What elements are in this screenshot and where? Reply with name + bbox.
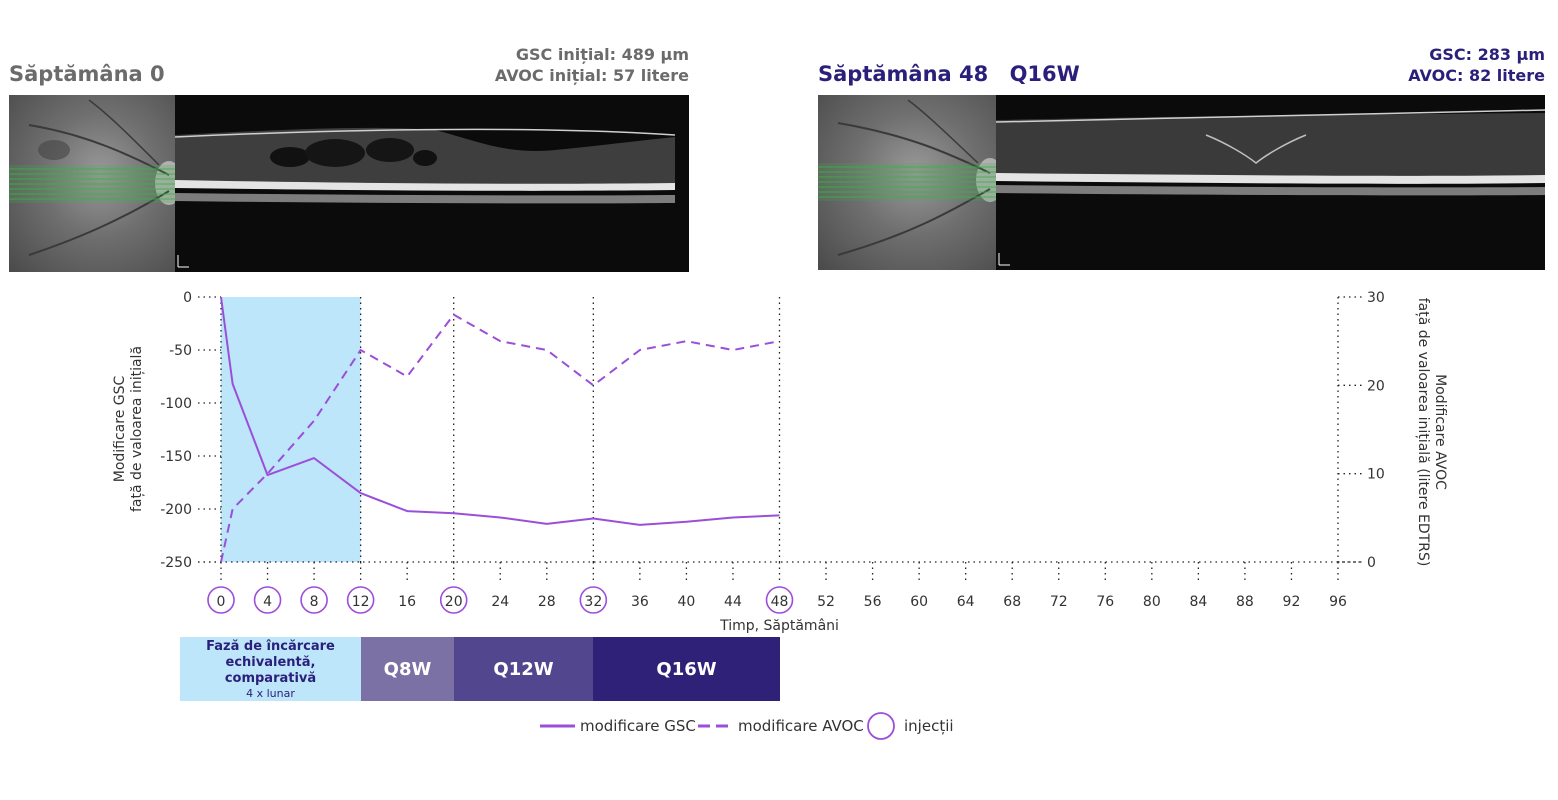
bscan-image xyxy=(996,95,1545,270)
left-panel-stats: GSC inițial: 489 µm AVOC inițial: 57 lit… xyxy=(495,44,689,86)
series-avoc-line xyxy=(220,313,780,563)
y-right-tick-label: 30 xyxy=(1367,290,1385,306)
injection-marker xyxy=(579,586,608,614)
x-tick-label: 28 xyxy=(538,594,556,610)
left-stat-gsc: GSC inițial: 489 µm xyxy=(515,45,689,64)
phase-loading-sub: 4 x lunar xyxy=(246,686,295,700)
y-left-tick-label: -200 xyxy=(160,502,192,518)
y-right-tick-label: 20 xyxy=(1367,378,1385,394)
loading-phase-region xyxy=(221,297,361,562)
x-tick-label: 84 xyxy=(1189,594,1207,610)
x-tick-label: 72 xyxy=(1050,594,1068,610)
legend-avoc-label: modificare AVOC xyxy=(738,717,864,735)
x-tick-label: 32 xyxy=(584,594,602,610)
phase-q8w: Q8W xyxy=(361,637,454,701)
y-right-axis-label-line: față de valoarea inițială (litere EDTRS) xyxy=(1415,298,1431,567)
x-tick-label: 52 xyxy=(817,594,835,610)
phase-loading: Fază de încărcare echivalentă, comparati… xyxy=(180,637,361,701)
x-tick-label: 4 xyxy=(263,594,272,610)
right-panel-title: Săptămâna 48 Q16W xyxy=(818,62,1080,86)
x-tick-label: 64 xyxy=(957,594,975,610)
phase-q16w-label: Q16W xyxy=(656,658,717,680)
injection-marker xyxy=(253,586,282,614)
fundus-image xyxy=(818,95,996,270)
x-tick-label: 20 xyxy=(445,594,463,610)
right-panel-week: Săptămâna 48 xyxy=(818,62,989,86)
y-left-axis-label-line: față de valoarea inițială xyxy=(129,346,145,512)
x-tick-label: 12 xyxy=(352,594,370,610)
phase-q12w-label: Q12W xyxy=(493,658,554,680)
y-left-tick-label: -150 xyxy=(160,449,192,465)
y-left-axis-label: Modificare GSCfață de valoarea inițială xyxy=(112,346,145,512)
y-left-tick-label: -100 xyxy=(160,396,192,412)
oct-image-week-0 xyxy=(9,95,689,272)
x-tick-label: 56 xyxy=(864,594,882,610)
x-tick-label: 68 xyxy=(1003,594,1021,610)
x-tick-label: 44 xyxy=(724,594,742,610)
left-stat-avoc: AVOC inițial: 57 litere xyxy=(494,66,689,85)
injection-marker xyxy=(346,586,375,614)
x-tick-label: 36 xyxy=(631,594,649,610)
y-right-axis-label-line: Modificare AVOC xyxy=(1432,374,1448,490)
x-tick-label: 16 xyxy=(398,594,416,610)
x-tick-label: 48 xyxy=(771,594,789,610)
y-left-tick-label: -50 xyxy=(169,343,192,359)
y-right-tick-label: 10 xyxy=(1367,467,1385,483)
y-left-tick-label: 0 xyxy=(183,290,192,306)
right-stat-gsc: GSC: 283 µm xyxy=(1429,45,1545,64)
x-tick-label: 8 xyxy=(310,594,319,610)
left-panel-title: Săptămâna 0 xyxy=(9,62,165,86)
right-panel-regimen: Q16W xyxy=(1009,62,1080,86)
x-tick-label: 76 xyxy=(1096,594,1114,610)
x-tick-label: 24 xyxy=(491,594,509,610)
x-tick-label: 88 xyxy=(1236,594,1254,610)
legend-injection-label: injecții xyxy=(904,717,954,735)
injection-marker xyxy=(439,586,468,614)
oct-image-week-48 xyxy=(818,95,1545,270)
right-stat-avoc: AVOC: 82 litere xyxy=(1408,66,1545,85)
x-tick-label: 0 xyxy=(217,594,226,610)
x-tick-label: 40 xyxy=(678,594,696,610)
x-tick-label: 60 xyxy=(910,594,928,610)
legend-gsc-label: modificare GSC xyxy=(580,717,696,735)
y-left-tick-label: -250 xyxy=(160,555,192,571)
x-tick-label: 92 xyxy=(1283,594,1301,610)
x-tick-label: 80 xyxy=(1143,594,1161,610)
right-panel-stats: GSC: 283 µm AVOC: 82 litere xyxy=(1408,44,1545,86)
phase-q16w: Q16W xyxy=(593,637,780,701)
series-gsc-line xyxy=(220,296,780,526)
legend: modificare GSC modificare AVOC injecții xyxy=(540,712,954,740)
injection-marker xyxy=(300,586,328,614)
legend-injection-icon xyxy=(867,712,895,740)
y-left-axis-label-line: Modificare GSC xyxy=(112,376,128,483)
y-right-axis-label: Modificare AVOCfață de valoarea inițială… xyxy=(1415,298,1448,567)
x-axis-label: Timp, Săptămâni xyxy=(719,618,839,634)
phase-q8w-label: Q8W xyxy=(383,658,432,680)
injection-marker xyxy=(765,586,794,614)
injection-marker xyxy=(207,586,235,614)
phase-q12w: Q12W xyxy=(454,637,593,701)
fundus-image xyxy=(9,95,175,272)
x-tick-label: 96 xyxy=(1329,594,1347,610)
phase-loading-title: Fază de încărcare echivalentă, comparati… xyxy=(206,638,335,686)
bscan-image xyxy=(175,95,689,272)
y-right-tick-label: 0 xyxy=(1367,555,1376,571)
